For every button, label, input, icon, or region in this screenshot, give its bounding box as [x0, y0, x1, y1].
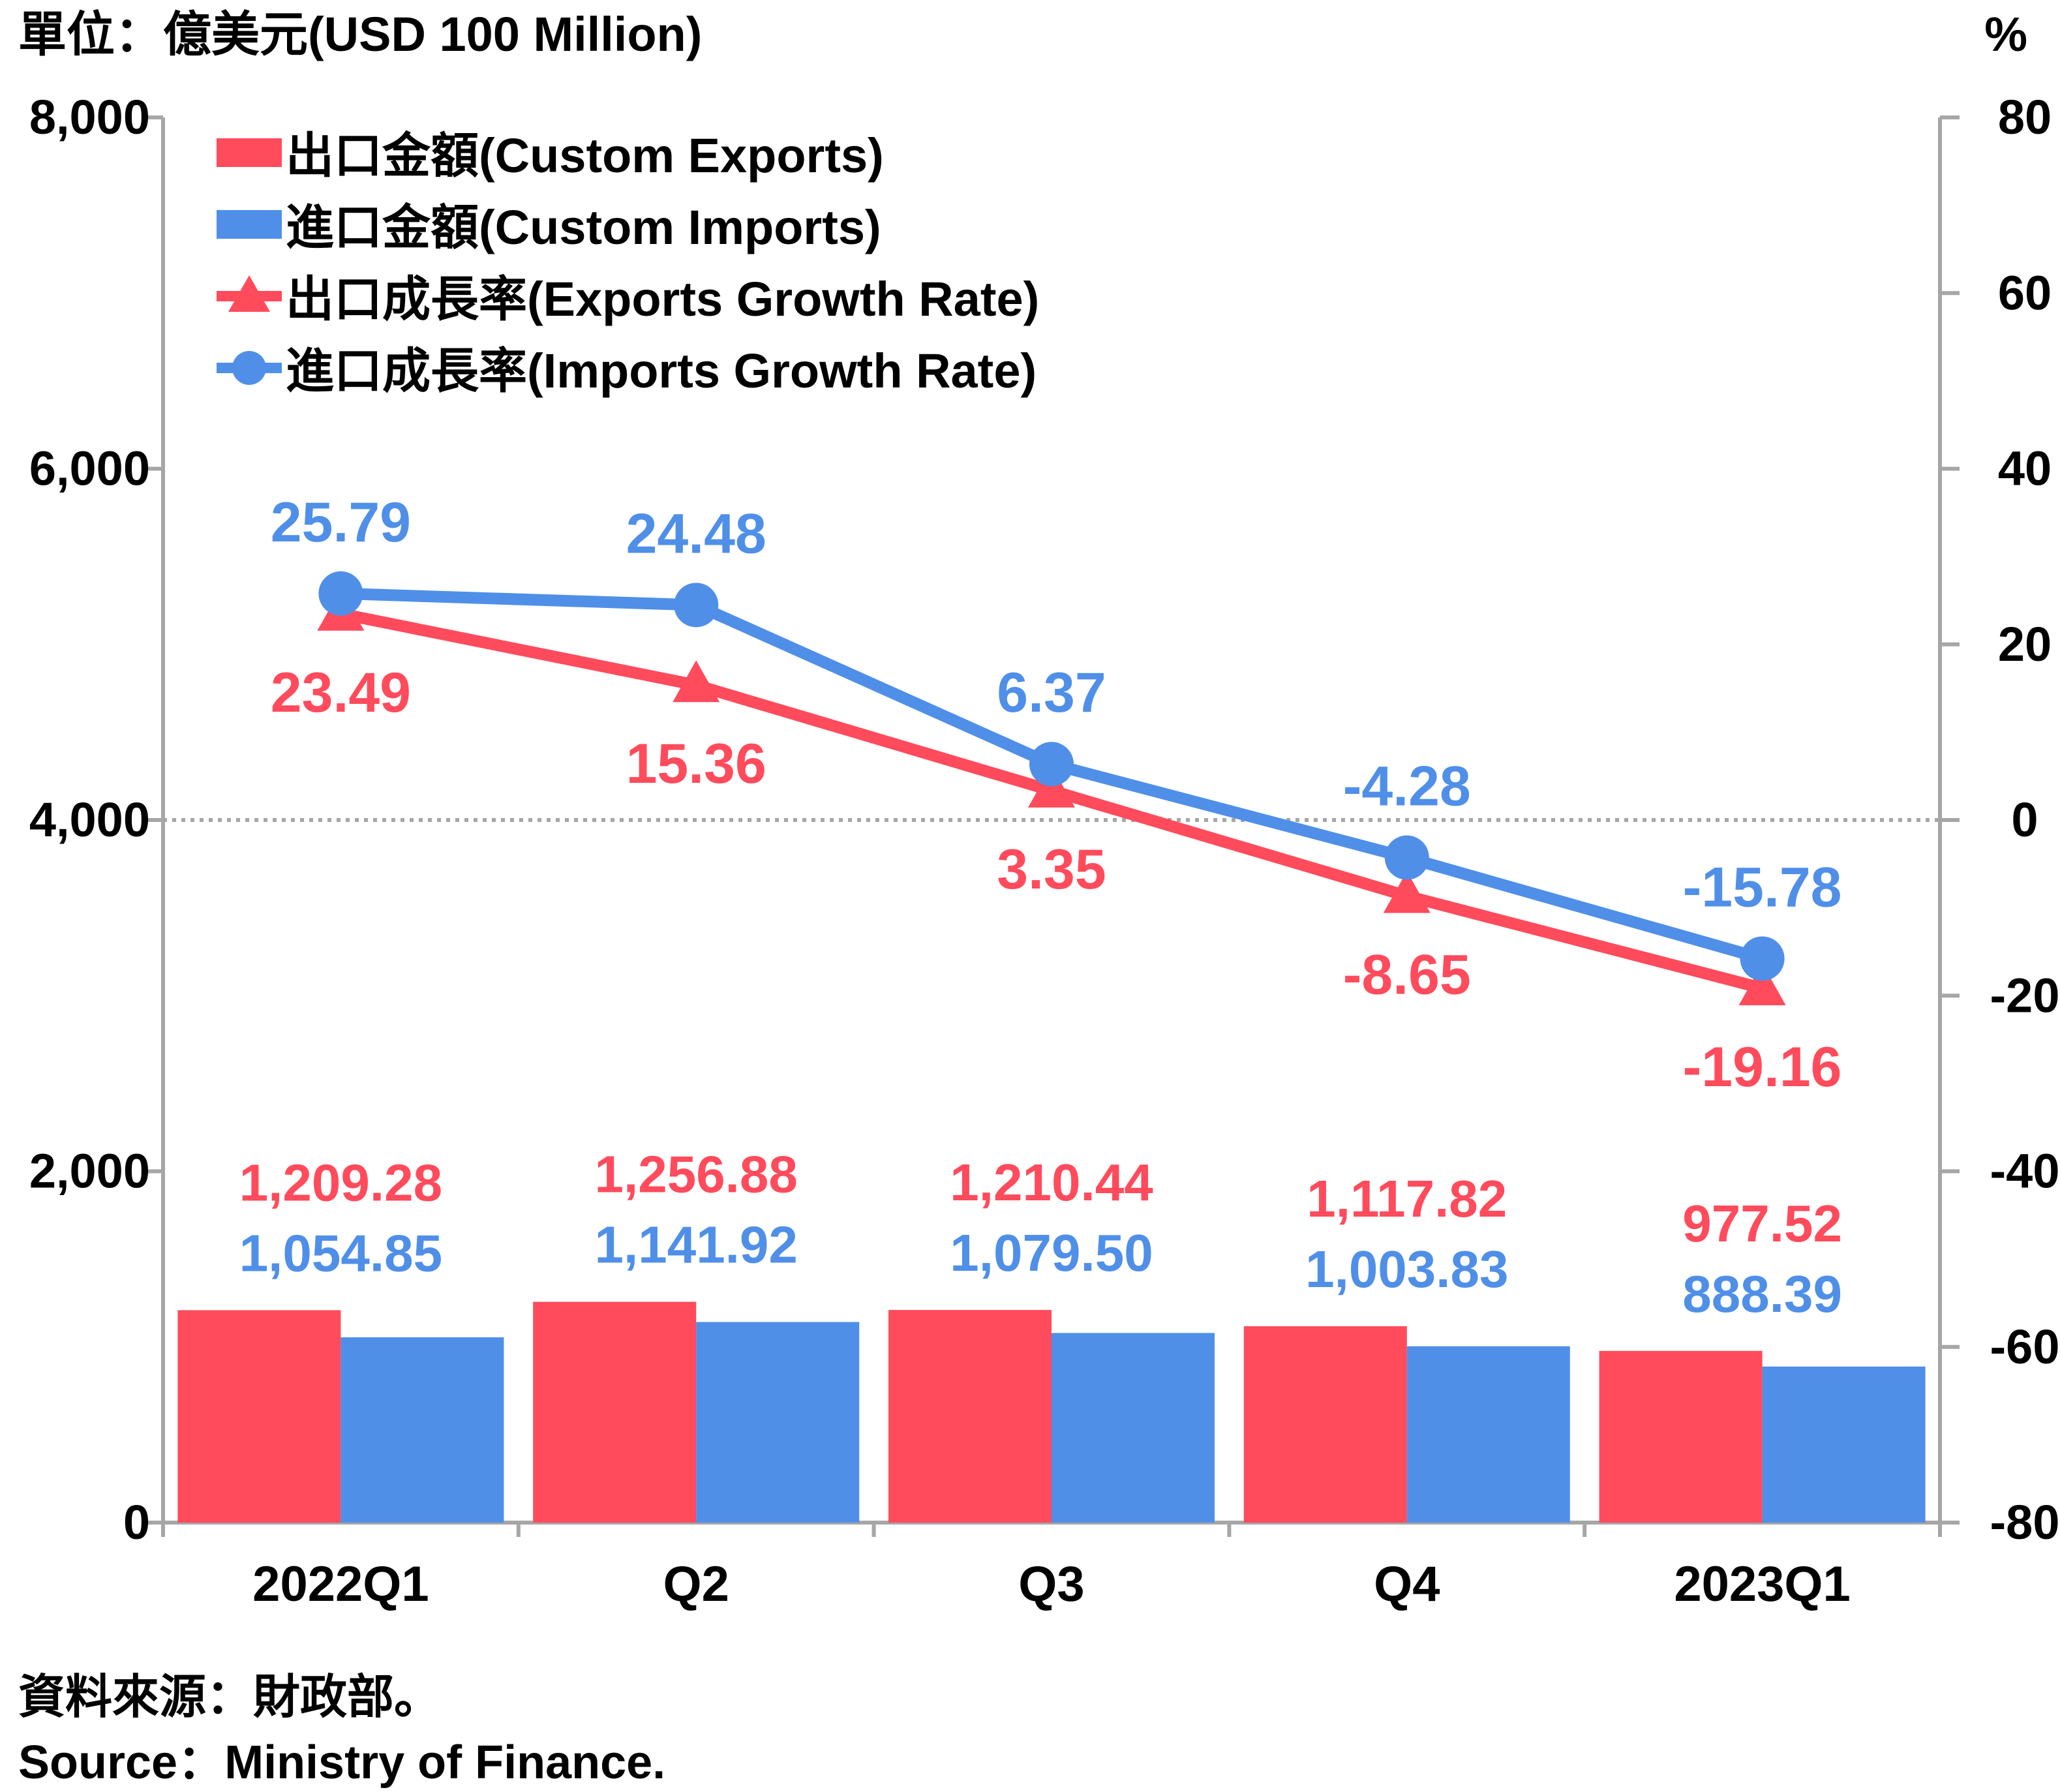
bar-exports [533, 1301, 697, 1523]
imports-growth-marker [1029, 742, 1074, 787]
left-unit-label: 單位：億美元(USD 100 Million) [18, 7, 702, 61]
left-tick-label: 4,000 [29, 793, 150, 847]
imports-growth-label: -15.78 [1683, 856, 1842, 919]
bar-imports [696, 1322, 860, 1523]
legend-swatch-bar [217, 138, 282, 167]
right-unit-label: % [1984, 7, 2027, 61]
imports-growth-marker [1384, 835, 1429, 880]
bars [177, 1301, 1926, 1523]
legend-label: 進口金額(Custom Imports) [286, 200, 881, 254]
exports-growth-marker [1383, 871, 1431, 913]
data-labels: 1,054.85 1,209.28 1,141.92 1,256.88 1,079.50… [239, 491, 1842, 1323]
legend-marker-triangle [228, 275, 270, 312]
exports-growth-label: 23.49 [271, 661, 411, 724]
axes: 0 2,000 4,000 6,000 8,000 -80 -60 -40 -20 0 20 40 60… [29, 90, 2060, 1612]
imports-growth-label: 24.48 [626, 502, 766, 565]
lines [317, 571, 1786, 1005]
bar-value-label-imports: 1,141.92 [594, 1216, 797, 1274]
bar-value-label-imports: 1,079.50 [950, 1224, 1153, 1282]
imports-growth-marker [318, 571, 363, 616]
bar-value-label-exports: 1,256.88 [594, 1146, 797, 1204]
right-tick-label: -60 [1990, 1320, 2060, 1374]
left-tick-label: 2,000 [29, 1144, 150, 1198]
exports-growth-marker [673, 660, 720, 703]
x-tick-label: Q4 [1374, 1557, 1440, 1612]
exports-growth-marker [1738, 963, 1786, 1005]
legend-marker-circle [232, 351, 266, 385]
x-tick-label: Q3 [1018, 1557, 1084, 1612]
legend-label: 出口成長率(Exports Growth Rate) [286, 272, 1039, 326]
source-note-zh: 資料來源：財政部。 [18, 1671, 442, 1724]
bar-imports [1052, 1333, 1215, 1523]
exports-growth-marker [1028, 765, 1075, 808]
bar-imports [341, 1337, 504, 1523]
bar-imports [1762, 1366, 1926, 1523]
x-tick-label: 2023Q1 [1674, 1557, 1850, 1612]
exports-growth-label: 15.36 [626, 733, 766, 795]
bar-exports [177, 1310, 341, 1523]
exports-growth-label: -8.65 [1343, 943, 1471, 1006]
imports-growth-label: 25.79 [271, 491, 411, 554]
right-tick-label: 60 [1998, 266, 2052, 320]
right-tick-label: 40 [1998, 442, 2052, 496]
left-tick-label: 6,000 [29, 442, 150, 496]
bar-value-label-exports: 1,209.28 [239, 1153, 442, 1211]
exports-growth-label: 3.35 [997, 838, 1106, 901]
left-tick-label: 8,000 [29, 90, 150, 144]
x-tick-label: 2022Q1 [252, 1557, 429, 1612]
legend-label: 出口金額(Custom Exports) [286, 129, 884, 183]
source-note-en: Source：Ministry of Finance. [18, 1737, 666, 1789]
bar-value-label-exports: 977.52 [1682, 1194, 1842, 1253]
x-tick-label: Q2 [663, 1557, 729, 1612]
bar-imports [1406, 1346, 1570, 1523]
imports-growth-label: -4.28 [1343, 755, 1471, 818]
right-tick-label: 20 [1998, 617, 2052, 671]
imports-growth-label: 6.37 [997, 661, 1106, 724]
right-tick-label: -20 [1990, 968, 2060, 1022]
bar-value-label-exports: 1,117.82 [1307, 1170, 1507, 1228]
bar-exports [888, 1310, 1052, 1523]
bar-value-label-imports: 1,054.85 [239, 1224, 442, 1282]
legend: 出口金額(Custom Exports) 進口金額(Custom Imports)… [217, 129, 1039, 398]
imports-growth-marker [674, 583, 719, 628]
right-tick-label: 80 [1998, 90, 2052, 144]
bar-value-label-imports: 1,003.83 [1305, 1240, 1508, 1298]
bar-value-label-exports: 1,210.44 [950, 1153, 1153, 1211]
bar-value-label-imports: 888.39 [1682, 1265, 1842, 1323]
right-tick-label: -40 [1990, 1144, 2060, 1198]
right-tick-label: -80 [1990, 1495, 2060, 1549]
exports-growth-label: -19.16 [1683, 1036, 1842, 1099]
bar-exports [1599, 1350, 1763, 1523]
legend-label: 進口成長率(Imports Growth Rate) [286, 344, 1037, 398]
right-tick-label: 0 [2011, 793, 2038, 847]
left-tick-label: 0 [123, 1495, 150, 1549]
legend-swatch-bar [217, 210, 282, 239]
imports-growth-marker [1740, 936, 1785, 981]
bar-exports [1243, 1326, 1407, 1523]
